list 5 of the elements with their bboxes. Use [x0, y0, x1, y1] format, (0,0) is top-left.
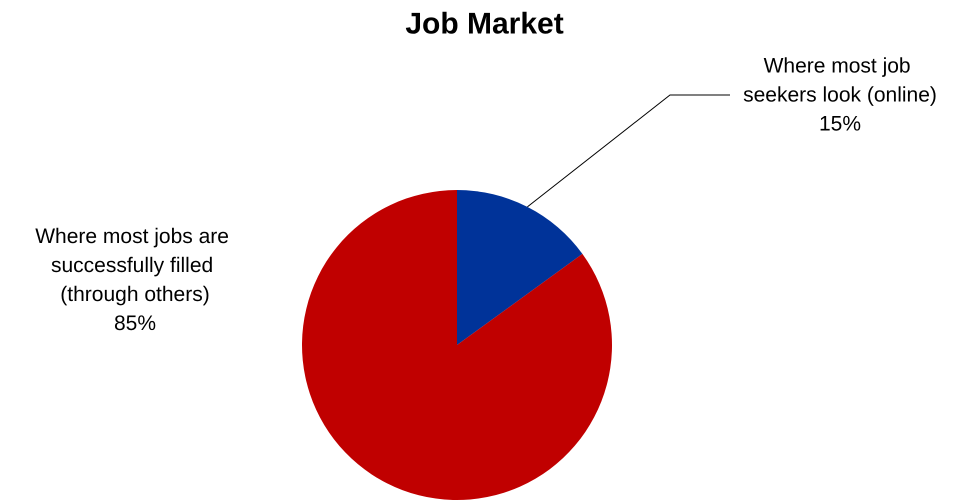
- data-label: 15%: [818, 112, 862, 136]
- data-label: 85%: [114, 312, 156, 335]
- slice-label: Where most jobs are successfully filled (through others): [35, 225, 235, 306]
- chart-title: Job Market: [405, 8, 564, 40]
- slice-label: Where most job seekers look (online): [743, 54, 937, 106]
